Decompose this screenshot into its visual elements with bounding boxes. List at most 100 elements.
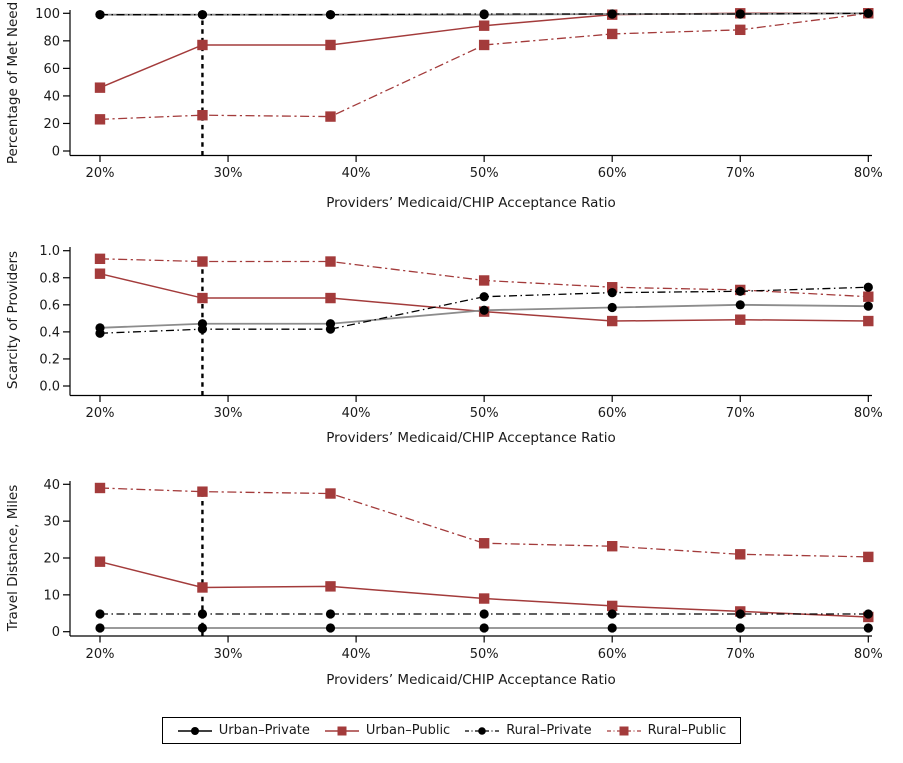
urban-private-marker	[607, 623, 617, 633]
legend-item-urban-public: Urban–Public	[324, 723, 450, 738]
rural-public-marker	[197, 486, 208, 497]
x-tick-label: 20%	[86, 406, 115, 421]
y-tick-label: 0.0	[39, 380, 60, 395]
y-axis-title: Percentage of Met Need	[5, 2, 21, 164]
rural-public-marker	[94, 114, 106, 125]
urban-private-marker	[607, 302, 617, 313]
rural-private-marker	[607, 9, 617, 19]
rural-private-marker	[95, 609, 105, 619]
y-tick-label: 0.2	[39, 352, 60, 367]
urban-public-marker	[197, 582, 208, 593]
x-tick-label: 60%	[598, 166, 627, 181]
x-tick-label: 20%	[86, 166, 115, 181]
x-tick-label: 50%	[470, 166, 499, 181]
series-rural-private	[95, 282, 873, 338]
rural-public-marker	[735, 549, 746, 560]
y-tick-label: 0.8	[39, 271, 60, 286]
y-axis-title: Travel Distance, Miles	[5, 485, 21, 633]
urban-public-marker	[197, 39, 208, 51]
urban-public-line	[99, 560, 869, 618]
legend: Urban–Private Urban–Public Rural–Private	[161, 717, 742, 744]
y-axis-ticks: 0 10 20 30 40	[43, 478, 70, 640]
rural-public-line-marker-icon	[606, 726, 641, 735]
rural-private-marker	[197, 324, 208, 334]
urban-private-marker	[325, 623, 336, 633]
urban-private-marker	[863, 301, 873, 311]
legend-row: Urban–Private Urban–Public Rural–Private	[0, 717, 903, 744]
rural-private-marker	[325, 10, 336, 20]
rural-public-marker	[197, 256, 208, 267]
rural-private-marker	[479, 9, 489, 19]
urban-private-marker	[735, 300, 745, 310]
legend-label-urban-public: Urban–Public	[365, 723, 451, 738]
rural-private-marker	[863, 609, 873, 619]
series-rural-private	[95, 8, 873, 20]
y-tick-label: 0	[52, 625, 60, 640]
urban-private-marker	[197, 623, 208, 633]
x-tick-label: 60%	[598, 647, 627, 662]
series-rural-public	[94, 482, 874, 563]
rural-private-marker	[607, 609, 617, 619]
axes	[69, 481, 872, 637]
rural-public-marker	[478, 39, 490, 51]
x-tick-label: 30%	[214, 166, 243, 181]
rural-public-marker	[607, 28, 618, 40]
urban-public-marker	[325, 581, 336, 592]
rural-public-marker	[607, 541, 618, 552]
urban-public-marker	[325, 39, 336, 51]
x-tick-label: 70%	[726, 166, 755, 181]
panel-1: 0 20 40 60 80 100 20% 30% 40% 50% 60% 70% 80% Percent…	[5, 2, 883, 211]
x-tick-label: 70%	[726, 406, 755, 421]
x-tick-label: 50%	[470, 647, 499, 662]
x-tick-label: 80%	[854, 166, 883, 181]
rural-private-marker	[197, 609, 208, 619]
x-tick-label: 80%	[854, 647, 883, 662]
rural-public-marker	[94, 253, 106, 265]
y-axis-title: Scarcity of Providers	[5, 251, 21, 389]
rural-private-marker	[325, 324, 336, 334]
axes	[69, 10, 872, 157]
series-urban-private	[95, 623, 873, 633]
urban-public-marker	[94, 556, 106, 567]
rural-public-marker	[325, 488, 336, 499]
legend-label-urban-private: Urban–Private	[218, 723, 310, 738]
legend-label-rural-private: Rural–Private	[506, 723, 592, 738]
urban-private-line-marker-icon	[177, 726, 212, 735]
urban-public-marker	[325, 292, 336, 304]
x-tick-label: 40%	[342, 406, 371, 421]
legend-item-urban-private: Urban–Private	[177, 723, 310, 738]
urban-public-marker	[735, 314, 746, 325]
y-tick-label: 0	[52, 145, 60, 160]
panel-3: 0 10 20 30 40 20% 30% 40% 50% 60% 70% 80% Travel Dis…	[5, 478, 883, 688]
rural-public-marker	[325, 111, 336, 122]
urban-public-line-marker-icon	[324, 726, 359, 735]
x-axis-title: Providers’ Medicaid/CHIP Acceptance Rati…	[326, 672, 616, 688]
rural-private-marker	[607, 288, 617, 298]
x-axis-title: Providers’ Medicaid/CHIP Acceptance Rati…	[326, 195, 616, 211]
urban-private-marker	[479, 623, 489, 633]
rural-public-marker	[325, 256, 336, 267]
rural-public-marker	[478, 275, 490, 286]
rural-public-marker	[735, 24, 746, 36]
rural-public-marker	[94, 482, 106, 494]
urban-public-marker	[607, 315, 618, 327]
urban-public-marker	[863, 315, 874, 327]
rural-public-marker	[863, 551, 874, 563]
legend-item-rural-private: Rural–Private	[464, 723, 592, 738]
x-tick-label: 20%	[86, 647, 115, 662]
y-tick-label: 60	[43, 62, 60, 77]
rural-private-marker	[197, 10, 208, 20]
legend-label-rural-public: Rural–Public	[647, 723, 727, 738]
urban-public-marker	[478, 593, 490, 604]
y-tick-label: 20	[43, 552, 60, 567]
rural-public-marker	[863, 291, 874, 302]
rural-private-marker	[735, 609, 745, 619]
rural-private-marker	[479, 609, 489, 619]
y-tick-label: 80	[43, 34, 60, 49]
rural-private-line-marker-icon	[465, 726, 500, 735]
x-axis-ticks: 20% 30% 40% 50% 60% 70% 80%	[86, 155, 883, 181]
rural-private-marker	[95, 10, 105, 20]
x-tick-label: 40%	[342, 166, 371, 181]
